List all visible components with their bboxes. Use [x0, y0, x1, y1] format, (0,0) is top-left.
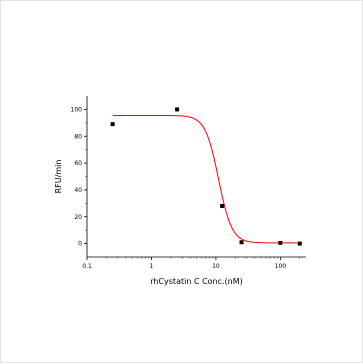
data-point	[239, 240, 244, 245]
data-point	[175, 107, 180, 112]
y-tick-label: 40	[74, 187, 82, 194]
data-point	[110, 122, 115, 127]
data-point	[220, 204, 225, 209]
ticks: 0 20 40 60 80 100 0.1 1 10 100	[71, 106, 301, 270]
fit-curve	[112, 114, 300, 244]
y-tick-label: 100	[71, 106, 83, 113]
y-tick-label: 20	[74, 214, 82, 221]
data-points-layer	[110, 107, 302, 246]
y-tick-label: 80	[74, 133, 82, 140]
x-tick-label: 10	[212, 263, 220, 270]
fit-curve-layer	[112, 114, 300, 244]
y-axis-label: RFU/min	[54, 160, 63, 194]
x-tick-label: 1	[150, 263, 154, 270]
x-axis-label: rhCystatin C Conc.(nM)	[150, 277, 243, 286]
x-tick-label: 0.1	[82, 263, 92, 270]
data-point	[278, 240, 283, 245]
y-tick-label: 0	[78, 241, 82, 248]
y-tick-label: 60	[74, 160, 82, 167]
x-tick-label: 100	[275, 263, 287, 270]
data-point	[297, 241, 302, 246]
